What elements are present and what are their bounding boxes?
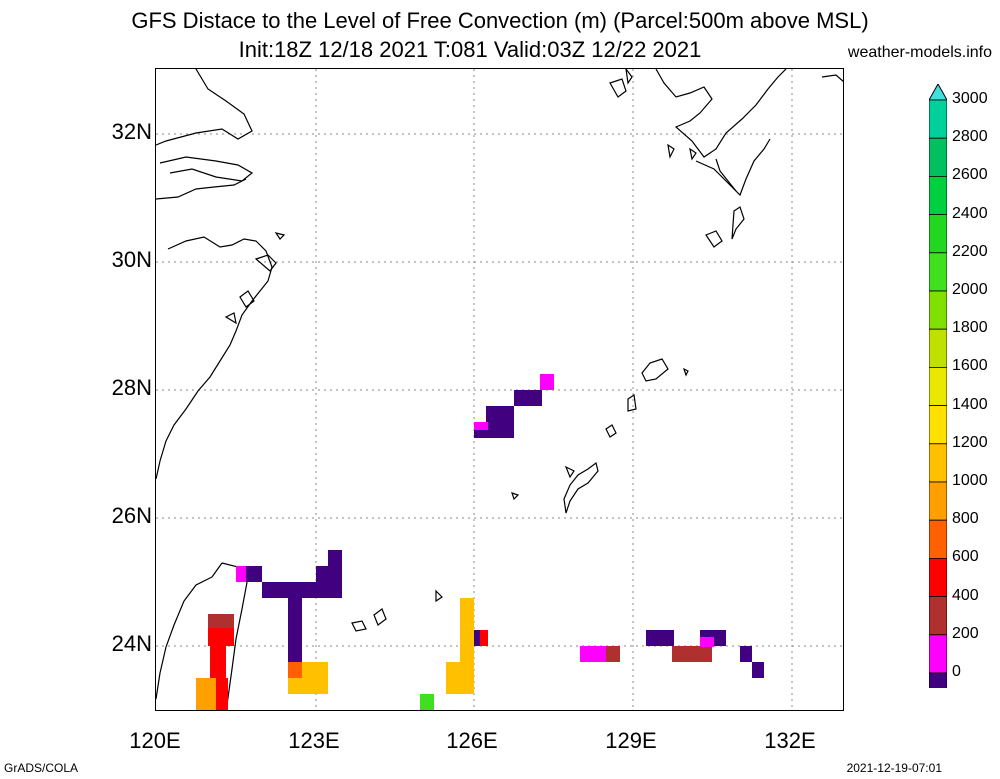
colorbar-cell <box>929 366 947 406</box>
colorbar-cell <box>929 672 947 688</box>
colorbar-label: 3000 <box>952 90 988 107</box>
map-plot-area <box>155 68 844 711</box>
colorbar-label: 2800 <box>952 128 988 146</box>
colorbar-label: 200 <box>952 624 979 642</box>
colorbar-cell <box>929 252 947 292</box>
lon-label-120e: 120E <box>129 728 181 753</box>
colorbar <box>929 84 947 688</box>
colorbar-label: 0 <box>952 663 961 680</box>
colorbar-cell <box>929 443 947 483</box>
site-label: weather-models.info <box>847 44 992 61</box>
colorbar-cell <box>929 328 947 368</box>
colorbar-top-arrow <box>929 84 947 101</box>
colorbar-label: 600 <box>952 548 979 566</box>
colorbar-cell <box>929 519 947 559</box>
colorbar-label: 2600 <box>952 166 988 184</box>
lon-label-123e: 123E <box>288 728 340 753</box>
colorbar-cell <box>929 405 947 445</box>
map-title-line1: GFS Distace to the Level of Free Convect… <box>131 8 869 33</box>
map-title-line2: Init:18Z 12/18 2021 T:081 Valid:03Z 12/2… <box>238 37 702 62</box>
colorbar-label: 1600 <box>952 357 988 375</box>
lat-label-30n: 30N <box>111 247 152 272</box>
colorbar-cell <box>929 481 947 521</box>
map-canvas <box>156 69 843 710</box>
footer-left: GrADS/COLA <box>4 761 79 775</box>
colorbar-cell <box>929 634 947 674</box>
colorbar-label: 800 <box>952 510 979 528</box>
colorbar-cell <box>929 290 947 330</box>
grid-lines <box>156 69 843 710</box>
lon-label-132e: 132E <box>764 728 816 753</box>
colorbar-cell <box>929 137 947 177</box>
lat-label-28n: 28N <box>111 375 152 400</box>
colorbar-label: 2400 <box>952 204 988 222</box>
colorbar-cell <box>929 214 947 254</box>
colorbar-label: 2000 <box>952 281 988 298</box>
lfc-shading <box>196 374 764 710</box>
lat-label-24n: 24N <box>111 631 152 656</box>
colorbar-label: 1000 <box>952 472 988 489</box>
lat-label-26n: 26N <box>111 503 152 528</box>
colorbar-cells <box>929 84 947 688</box>
colorbar-label: 1400 <box>952 395 988 413</box>
colorbar-label: 1800 <box>952 319 988 337</box>
colorbar-cell <box>929 557 947 597</box>
lat-label-32n: 32N <box>111 119 152 144</box>
footer-right: 2021-12-19-07:01 <box>846 761 942 775</box>
colorbar-label: 1200 <box>952 433 988 451</box>
colorbar-cell <box>929 596 947 636</box>
colorbar-cell <box>929 176 947 216</box>
colorbar-label: 400 <box>952 586 979 604</box>
colorbar-label: 2200 <box>952 242 988 260</box>
lon-label-129e: 129E <box>605 728 657 753</box>
lon-label-126e: 126E <box>446 728 498 753</box>
colorbar-cell <box>929 99 947 139</box>
